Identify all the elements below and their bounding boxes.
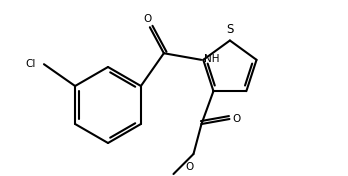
Text: Cl: Cl [26,59,36,69]
Text: NH: NH [204,54,220,64]
Text: O: O [232,114,241,124]
Text: O: O [144,14,152,24]
Text: O: O [185,162,193,172]
Text: S: S [226,23,234,36]
